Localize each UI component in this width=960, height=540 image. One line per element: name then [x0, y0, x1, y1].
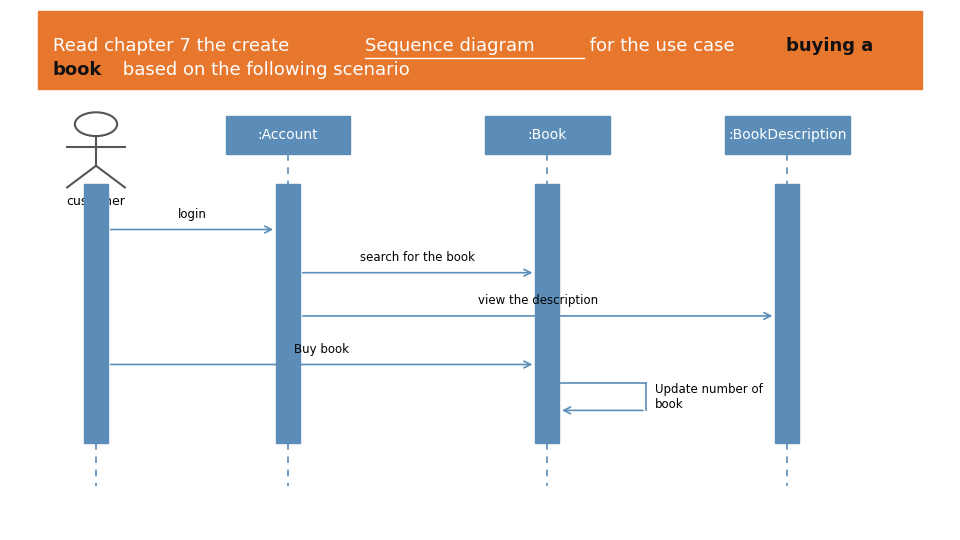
FancyBboxPatch shape — [725, 116, 850, 154]
Text: Update number of
book: Update number of book — [655, 383, 763, 411]
FancyBboxPatch shape — [485, 116, 610, 154]
Text: login: login — [178, 208, 206, 221]
Text: buying a: buying a — [785, 37, 873, 55]
FancyBboxPatch shape — [536, 184, 559, 443]
Text: :BookDescription: :BookDescription — [728, 128, 847, 142]
Text: Sequence diagram: Sequence diagram — [365, 37, 535, 55]
Text: :Account: :Account — [257, 128, 319, 142]
Text: Read chapter 7 the create: Read chapter 7 the create — [53, 37, 295, 55]
Text: :Book: :Book — [527, 128, 567, 142]
FancyBboxPatch shape — [226, 116, 350, 154]
Text: Buy book: Buy book — [294, 343, 349, 356]
Text: customer: customer — [66, 195, 126, 208]
Text: search for the book: search for the book — [360, 251, 475, 264]
Text: view the description: view the description — [477, 294, 598, 307]
FancyBboxPatch shape — [84, 184, 108, 443]
Text: book: book — [53, 61, 102, 79]
Text: based on the following scenario: based on the following scenario — [116, 61, 409, 79]
FancyBboxPatch shape — [776, 184, 799, 443]
FancyBboxPatch shape — [38, 11, 922, 89]
FancyBboxPatch shape — [276, 184, 300, 443]
Text: for the use case: for the use case — [584, 37, 740, 55]
